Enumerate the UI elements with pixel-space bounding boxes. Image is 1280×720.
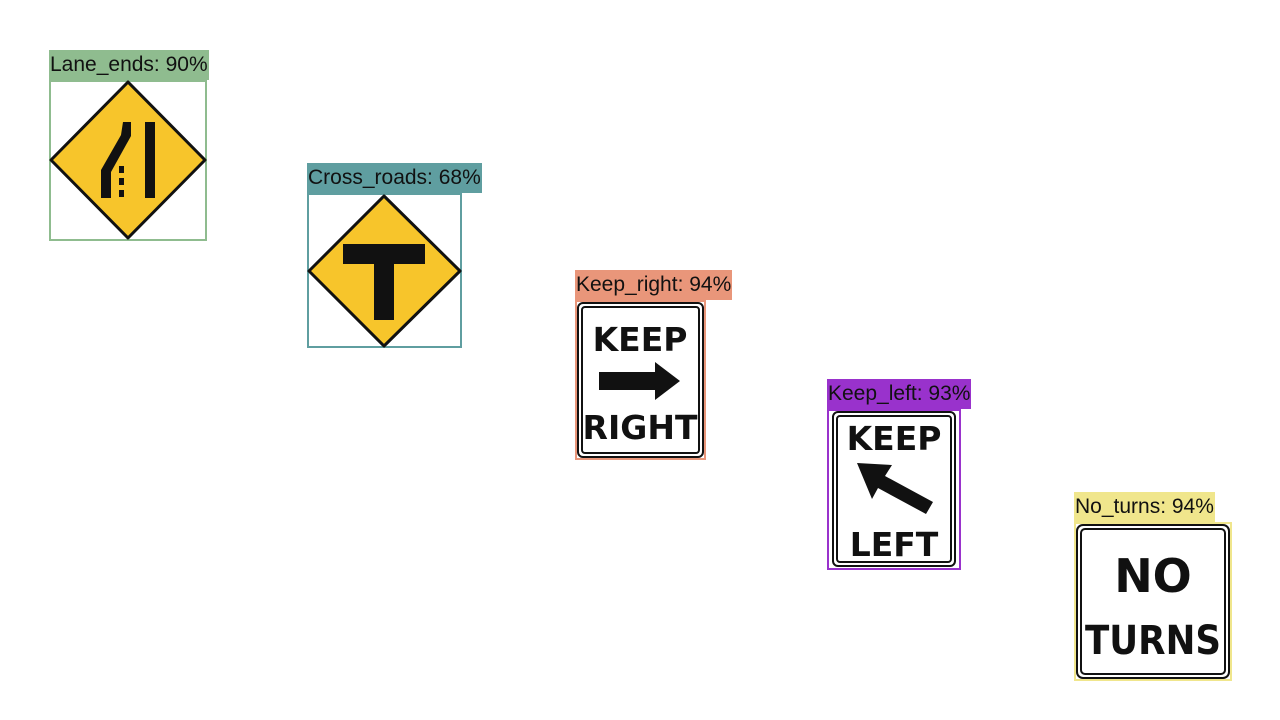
- sign-text-bottom: TURNS: [1085, 618, 1221, 664]
- bounding-box: [575, 300, 706, 460]
- detection-label: Keep_left: 93%: [827, 379, 972, 409]
- sign-text-bottom: LEFT: [850, 525, 939, 564]
- bounding-box: [1074, 522, 1232, 681]
- keep-right-sign: KEEP RIGHT: [577, 302, 704, 458]
- arrow-up-left-icon: [857, 463, 933, 514]
- detection-label: Keep_right: 94%: [575, 270, 733, 300]
- t-intersection-sign-icon: [307, 194, 462, 348]
- detection-label: Lane_ends: 90%: [49, 50, 209, 80]
- sign-text-top: KEEP: [593, 320, 688, 359]
- no-turns-sign: NO TURNS: [1076, 524, 1230, 679]
- detection-label: Cross_roads: 68%: [307, 163, 482, 193]
- lane-ends-sign-icon: [49, 80, 207, 240]
- detection-label: No_turns: 94%: [1074, 492, 1215, 522]
- sign-text-top: KEEP: [847, 419, 942, 458]
- sign-text-bottom: RIGHT: [583, 408, 698, 447]
- sign-text-top: NO: [1114, 549, 1192, 603]
- bounding-box: [827, 409, 961, 570]
- arrow-right-icon: [599, 362, 680, 400]
- keep-left-sign: KEEP LEFT: [832, 411, 956, 567]
